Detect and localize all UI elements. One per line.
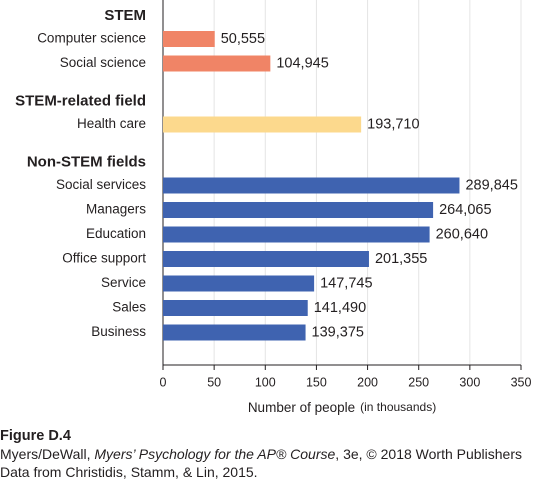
bar (163, 300, 308, 316)
x-tick-label: 50 (207, 375, 221, 389)
credit-text: Myers/DeWall, (0, 446, 95, 462)
x-axis-title: Number of people (248, 400, 355, 415)
value-label: 141,490 (314, 300, 366, 316)
y-tick-label: Health care (77, 116, 146, 131)
y-tick-label: Computer science (37, 31, 146, 46)
value-label: 104,945 (276, 55, 328, 71)
y-tick-label: Service (101, 275, 146, 290)
x-tick-label: 0 (160, 375, 167, 389)
y-tick-label: Social services (56, 177, 146, 192)
y-tick-label: Education (86, 226, 146, 241)
x-axis-label: Number of people (in thousands) (248, 400, 436, 415)
x-tick-label: 200 (357, 375, 378, 389)
x-tick-label: 250 (408, 375, 429, 389)
y-tick-label: Social science (60, 55, 146, 70)
figure-source: Data from Christidis, Stamm, & Lin, 2015… (0, 464, 258, 480)
value-label: 193,710 (367, 116, 419, 132)
bar (163, 202, 434, 218)
figure-number: Figure D.4 (0, 428, 71, 444)
value-label: 139,375 (312, 324, 364, 340)
value-label: 260,640 (436, 226, 488, 242)
bar (163, 324, 306, 341)
x-tick-label: 100 (255, 375, 276, 389)
value-label: 289,845 (465, 177, 517, 193)
bar (163, 251, 369, 267)
value-label: 201,355 (375, 251, 427, 267)
bar (163, 31, 215, 47)
bar (163, 116, 362, 133)
x-tick-label: 350 (511, 375, 532, 389)
group-header: Non-STEM fields (27, 153, 146, 170)
group-header: STEM-related field (15, 92, 146, 109)
y-tick-label: Managers (86, 202, 146, 217)
x-axis-unit: (in thousands) (360, 400, 436, 414)
figure-credit: Myers/DeWall, Myers’ Psychology for the … (0, 446, 522, 462)
bar (163, 275, 315, 292)
credit-title: Myers’ Psychology for the AP® Course (94, 446, 336, 462)
y-tick-label: Office support (62, 251, 146, 266)
y-tick-label: Business (91, 324, 146, 339)
value-label: 147,745 (320, 275, 372, 291)
value-label: 50,555 (221, 31, 265, 47)
x-tick-label: 150 (306, 375, 327, 389)
chart: Number of people (in thousands) 0 50 100 150… (15, 0, 532, 415)
value-label: 264,065 (439, 202, 491, 218)
credit-text: , 3e, © 2018 Worth Publishers (335, 446, 523, 462)
y-tick-label: Sales (112, 300, 146, 315)
group-header: STEM (104, 7, 146, 24)
x-tick-label: 300 (459, 375, 480, 389)
bar (163, 177, 460, 194)
bar (163, 226, 430, 243)
bar (163, 55, 271, 72)
